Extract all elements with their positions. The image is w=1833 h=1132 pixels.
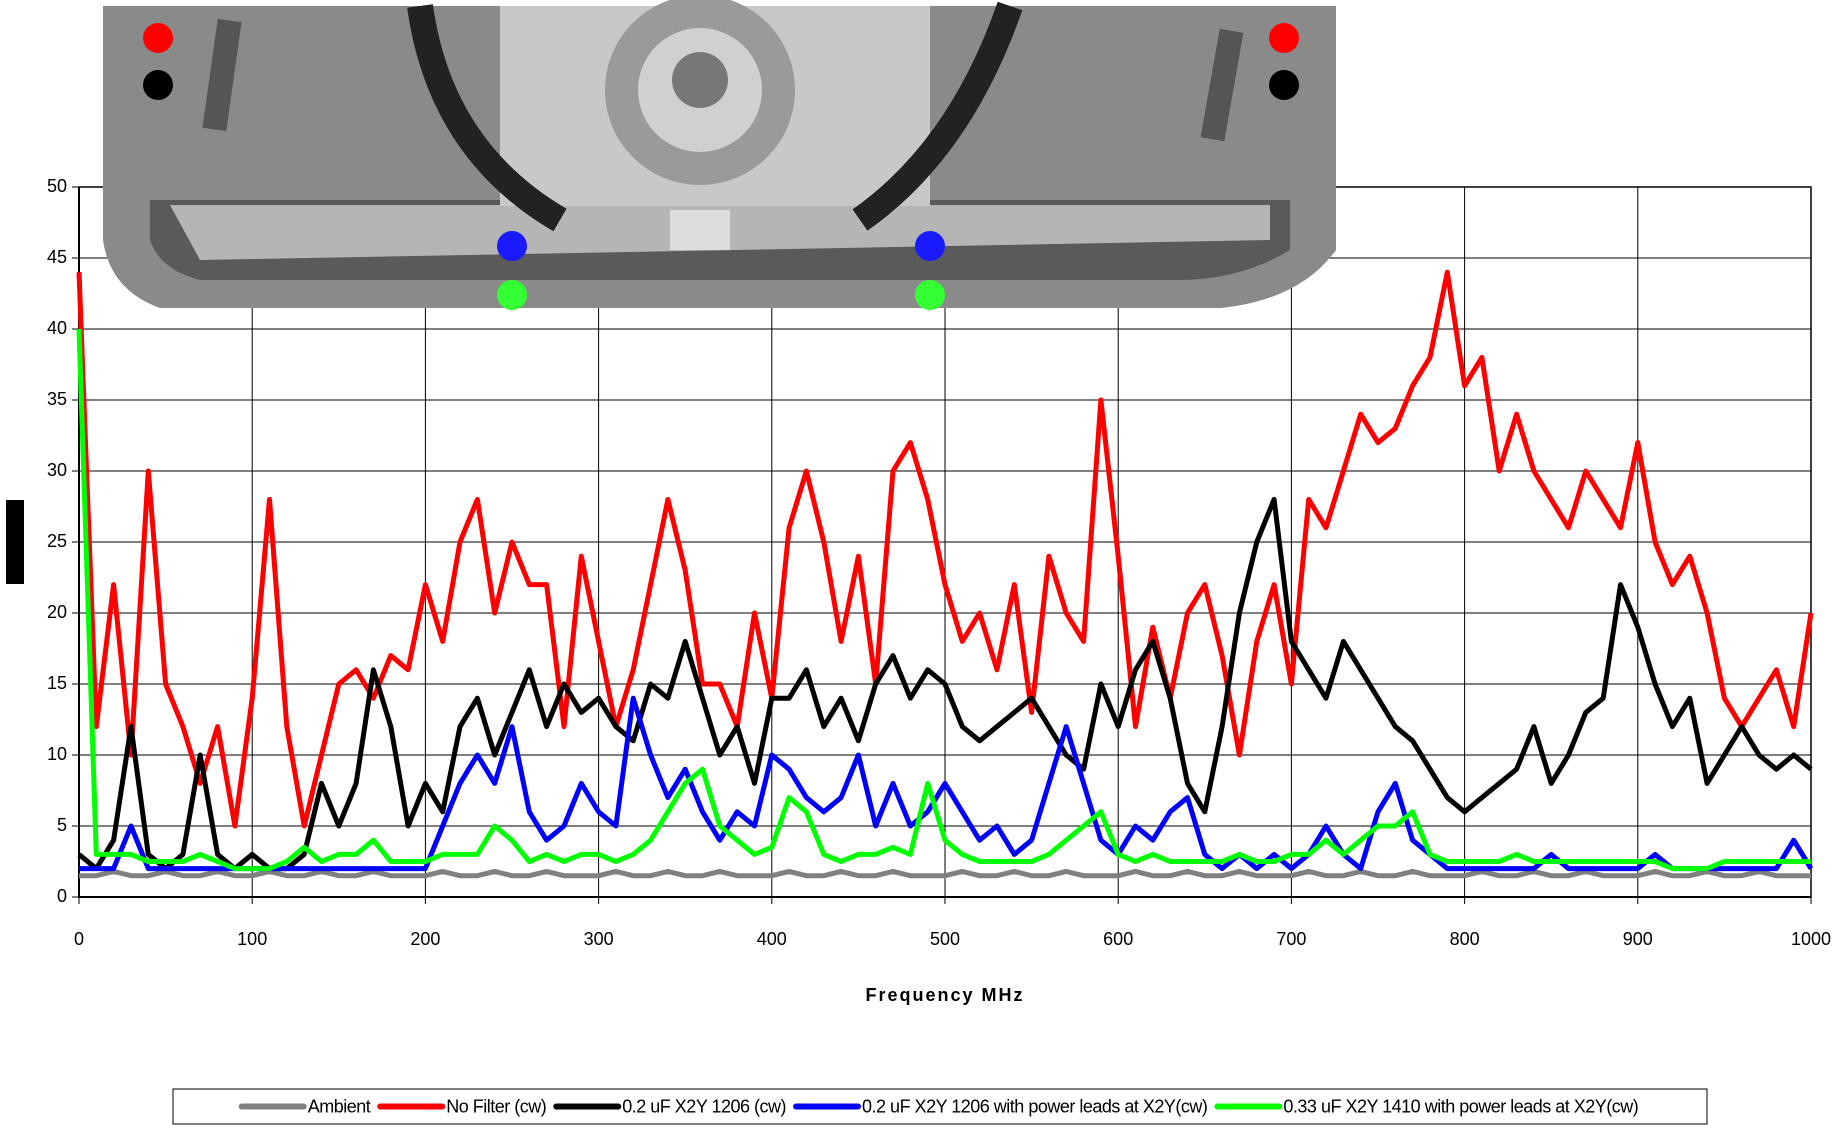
series-line xyxy=(76,269,1814,829)
x-tick-label: 800 xyxy=(1450,929,1480,949)
x-tick-label: 400 xyxy=(757,929,787,949)
y-tick-label: 0 xyxy=(57,886,67,906)
series-line xyxy=(79,695,1814,872)
legend: Ambient No Filter (cw) 0.2 uF X2Y 1206 (cw… xyxy=(238,1096,1639,1116)
y-tick-label: 10 xyxy=(47,744,67,764)
y-tick-label: 15 xyxy=(47,673,67,693)
x-tick-label: 0 xyxy=(74,929,84,949)
legend-label: No Filter (cw) xyxy=(446,1096,546,1116)
x-tick-label: 200 xyxy=(410,929,440,949)
x-tick-label: 900 xyxy=(1623,929,1653,949)
x-tick-label: 100 xyxy=(237,929,267,949)
x-axis-title: Frequency MHz xyxy=(865,985,1024,1005)
legend-label: Ambient xyxy=(308,1096,371,1116)
y-tick-label: 35 xyxy=(47,389,67,409)
photo-overlay xyxy=(103,0,1336,310)
series-line xyxy=(79,868,1811,879)
legend-label: 0.33 uF X2Y 1410 with power leads at X2Y… xyxy=(1283,1096,1638,1116)
legend-label: 0.2 uF X2Y 1206 (cw) xyxy=(622,1096,786,1116)
y-tick-label: 30 xyxy=(47,460,67,480)
y-tick-label: 25 xyxy=(47,531,67,551)
x-tick-label: 300 xyxy=(584,929,614,949)
x-tick-label: 700 xyxy=(1276,929,1306,949)
y-tick-label: 50 xyxy=(47,176,67,196)
y-tick-label: 20 xyxy=(47,602,67,622)
y-axis-label-redacted xyxy=(6,500,24,584)
y-tick-label: 40 xyxy=(47,318,67,338)
x-tick-label: 600 xyxy=(1103,929,1133,949)
x-tick-label: 1000 xyxy=(1791,929,1831,949)
y-tick-label: 45 xyxy=(47,247,67,267)
y-tick-label: 5 xyxy=(57,815,67,835)
legend-label: 0.2 uF X2Y 1206 with power leads at X2Y(… xyxy=(862,1096,1207,1116)
x-tick-label: 500 xyxy=(930,929,960,949)
series-line xyxy=(77,496,1813,872)
series-line xyxy=(76,328,1811,872)
